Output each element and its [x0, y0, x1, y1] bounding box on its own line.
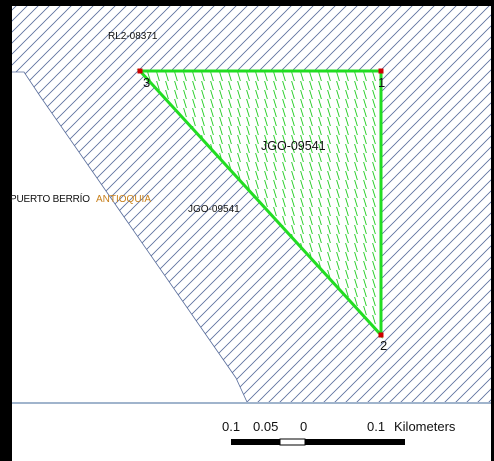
- scale-tick-left: 0.1: [222, 419, 241, 434]
- concession-boundary: [12, 71, 248, 403]
- vertex-label-3: 3: [143, 75, 151, 90]
- scale-tick-zero: 0: [300, 419, 308, 434]
- municipality-label: PUERTO BERRÍO: [10, 194, 90, 205]
- polygon-jgo-09541-outline[interactable]: [136, 69, 383, 339]
- scale-tick-right: 0.1: [367, 419, 386, 434]
- vertex-label-2: 2: [380, 338, 388, 353]
- vertex-marker-3[interactable]: [137, 68, 143, 74]
- scale-unit-label: Kilometers: [394, 419, 456, 434]
- scale-tick-mid: 0.05: [253, 419, 279, 434]
- vertex-label-1: 1: [378, 75, 386, 90]
- vertex-marker-2[interactable]: [378, 332, 384, 338]
- map-frame-right: [491, 0, 494, 461]
- department-label: ANTIOQUIA: [96, 194, 152, 205]
- map-frame-top: [0, 0, 494, 6]
- polygon-label-jgo-09541: JGO-09541: [261, 139, 326, 153]
- concession-label-rl2-08371: RL2-08371: [108, 31, 158, 42]
- scale-bar: [231, 438, 405, 446]
- polygon-edge-label-jgo-09541: JGO-09541: [188, 204, 240, 215]
- vertex-marker-1[interactable]: [378, 68, 384, 74]
- map-frame-left: [0, 0, 12, 461]
